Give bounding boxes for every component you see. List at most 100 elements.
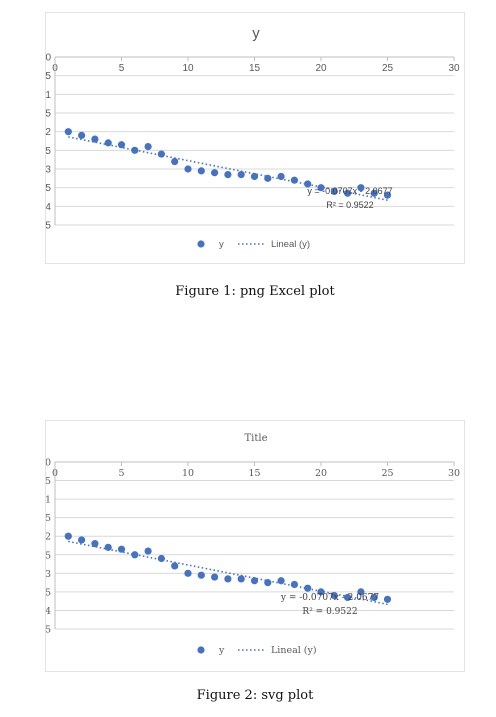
x-tick-label: 5 <box>119 63 125 74</box>
data-point <box>64 532 72 540</box>
data-point <box>104 543 112 551</box>
data-point <box>224 575 232 583</box>
data-point <box>157 554 165 563</box>
data-point <box>304 180 312 188</box>
y-tick-label: -4.5 <box>46 625 51 636</box>
y-tick-label: 0 <box>46 53 51 64</box>
data-point <box>131 551 139 559</box>
data-point <box>277 577 285 585</box>
data-point <box>144 143 152 151</box>
figure-2: Title0-0.5-1-1.5-2-2.5-3-3.5-4-4.5051015… <box>45 420 465 703</box>
data-point <box>211 573 219 581</box>
data-point <box>250 172 259 181</box>
y-tick-label: -2 <box>46 127 51 138</box>
data-point <box>104 139 112 147</box>
y-tick-label: -2.5 <box>46 146 51 157</box>
data-point <box>290 176 298 184</box>
chart-area: y0-0.5-1-1.5-2-2.5-3-3.5-4-4.50510152025… <box>45 12 465 264</box>
trendline-equation: y = -0.0707x - 2.0677 <box>307 186 392 196</box>
x-tick-label: 5 <box>118 468 124 479</box>
scatter-chart: Title0-0.5-1-1.5-2-2.5-3-3.5-4-4.5051015… <box>46 433 460 656</box>
data-point <box>383 595 392 603</box>
x-tick-label: 25 <box>381 468 393 479</box>
legend-label: Lineal (y) <box>271 645 317 656</box>
data-point <box>78 131 86 139</box>
data-point <box>117 545 126 553</box>
data-point <box>344 189 352 197</box>
data-point <box>91 135 99 143</box>
scatter-chart: y0-0.5-1-1.5-2-2.5-3-3.5-4-4.50510152025… <box>46 25 460 250</box>
legend-label: Lineal (y) <box>271 239 310 250</box>
data-point <box>357 588 365 596</box>
y-tick-label: -3.5 <box>46 183 51 194</box>
x-tick-label: 30 <box>448 63 460 74</box>
trendline-r2: R² = 0.9522 <box>302 607 357 617</box>
y-tick-label: -0.5 <box>46 476 51 487</box>
data-point <box>184 569 192 577</box>
data-point <box>304 584 312 592</box>
data-point <box>197 167 205 175</box>
data-point <box>117 141 126 149</box>
legend-marker <box>197 646 205 654</box>
data-point <box>383 191 392 199</box>
data-point <box>330 187 338 195</box>
y-tick-label: 0 <box>46 458 51 469</box>
data-point <box>330 592 338 600</box>
y-tick-label: -3 <box>46 569 51 580</box>
y-tick-label: -2 <box>46 532 51 543</box>
figure-caption: Figure 2: svg plot <box>196 688 314 703</box>
data-point <box>131 146 139 154</box>
data-point <box>370 189 378 197</box>
data-point <box>317 588 325 596</box>
data-point <box>171 157 179 166</box>
data-point <box>277 172 285 181</box>
x-tick-label: 25 <box>382 63 394 74</box>
data-point <box>264 579 272 587</box>
figure-caption: Figure 1: png Excel plot <box>175 284 335 299</box>
y-tick-label: -3.5 <box>46 587 51 598</box>
data-point <box>237 575 245 583</box>
figure-1: y0-0.5-1-1.5-2-2.5-3-3.5-4-4.50510152025… <box>45 12 465 299</box>
data-point <box>211 169 219 177</box>
data-point <box>344 593 352 602</box>
x-tick-label: 10 <box>182 63 194 74</box>
x-tick-label: 15 <box>249 63 261 74</box>
x-tick-label: 15 <box>248 468 260 479</box>
x-tick-label: 30 <box>448 468 460 479</box>
data-point <box>370 593 378 602</box>
y-tick-label: -0.5 <box>46 71 51 82</box>
x-tick-label: 10 <box>182 468 194 479</box>
data-point <box>157 150 165 158</box>
chart-title: Title <box>244 433 267 444</box>
y-tick-label: -1 <box>46 495 51 506</box>
y-tick-label: -2.5 <box>46 550 51 561</box>
trendline-equation: y = -0.0707x - 2.0677 <box>280 593 379 603</box>
data-point <box>91 540 99 548</box>
legend-marker <box>197 240 205 248</box>
data-point <box>171 562 179 570</box>
x-tick-label: 20 <box>315 63 327 74</box>
data-point <box>184 165 192 173</box>
data-point <box>250 577 259 585</box>
data-point <box>317 184 325 192</box>
y-tick-label: -4.5 <box>46 221 51 232</box>
y-tick-label: -4 <box>46 202 51 213</box>
y-tick-label: -1.5 <box>46 513 51 524</box>
data-point <box>224 171 232 179</box>
data-point <box>237 171 245 179</box>
chart-title: y <box>252 25 260 42</box>
y-tick-label: -4 <box>46 606 51 617</box>
legend-label: y <box>218 645 225 656</box>
legend-label: y <box>219 239 224 250</box>
y-tick-label: -1.5 <box>46 109 51 120</box>
data-point <box>78 536 86 544</box>
data-point <box>144 547 152 555</box>
data-point <box>290 580 298 589</box>
trendline-r2: R² = 0.9522 <box>326 200 373 210</box>
data-point <box>64 128 72 136</box>
y-tick-label: -3 <box>46 165 51 176</box>
data-point <box>197 571 205 579</box>
data-point <box>357 184 365 192</box>
x-tick-label: 20 <box>315 468 327 479</box>
data-point <box>264 174 272 182</box>
